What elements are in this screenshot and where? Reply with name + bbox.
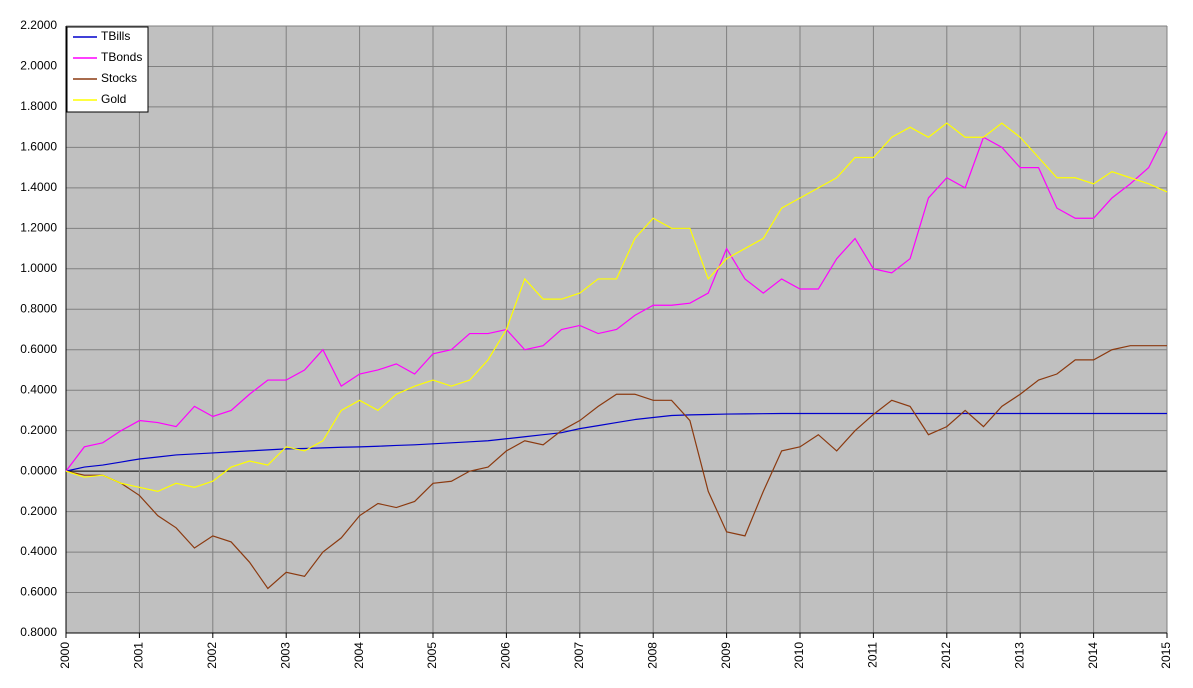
x-tick-label: 2003: [278, 642, 292, 669]
x-tick-label: 2000: [58, 642, 72, 669]
series-line: [65, 412, 1167, 472]
y-tick-label: 1.8000: [20, 99, 57, 113]
x-tick-label: 2012: [939, 642, 953, 669]
legend-label: TBonds: [101, 50, 142, 64]
y-tick-label: 0.4000: [20, 544, 57, 558]
x-tick-label: 2002: [205, 642, 219, 669]
x-tick-label: 2001: [132, 642, 146, 669]
y-tick-label: 0.2000: [20, 504, 57, 518]
legend-label: TBills: [101, 29, 130, 43]
y-tick-label: 1.2000: [20, 221, 57, 235]
y-tick-label: 0.2000: [20, 423, 57, 437]
x-tick-label: 2009: [719, 642, 733, 669]
x-tick-label: 2004: [352, 642, 366, 669]
y-tick-label: 0.8000: [20, 625, 57, 639]
legend-box: [66, 26, 149, 113]
y-tick-label: 1.4000: [20, 180, 57, 194]
y-tick-label: 2.2000: [20, 18, 57, 32]
x-tick-label: 2015: [1159, 642, 1173, 669]
y-tick-label: 2.0000: [20, 59, 57, 73]
y-tick-label: 1.0000: [20, 261, 57, 275]
series-line: [65, 122, 1168, 492]
x-tick-label: 2007: [572, 642, 586, 669]
x-tick-label: 2013: [1012, 642, 1026, 669]
series-line: [65, 345, 1167, 590]
y-tick-label: 0.6000: [20, 342, 57, 356]
x-tick-label: 2006: [499, 642, 513, 669]
y-tick-label: 0.0000: [20, 463, 57, 477]
y-tick-label: 1.6000: [20, 140, 57, 154]
x-tick-label: 2005: [425, 642, 439, 669]
y-tick-label: 0.8000: [20, 301, 57, 315]
legend-label: Gold: [101, 92, 126, 106]
legend-label: Stocks: [101, 71, 137, 85]
y-tick-label: 0.6000: [20, 585, 57, 599]
x-tick-label: 2008: [645, 642, 659, 669]
x-tick-label: 2011: [866, 642, 880, 668]
x-tick-label: 2010: [792, 642, 806, 669]
y-tick-label: 0.4000: [20, 382, 57, 396]
x-tick-label: 2014: [1086, 642, 1100, 669]
